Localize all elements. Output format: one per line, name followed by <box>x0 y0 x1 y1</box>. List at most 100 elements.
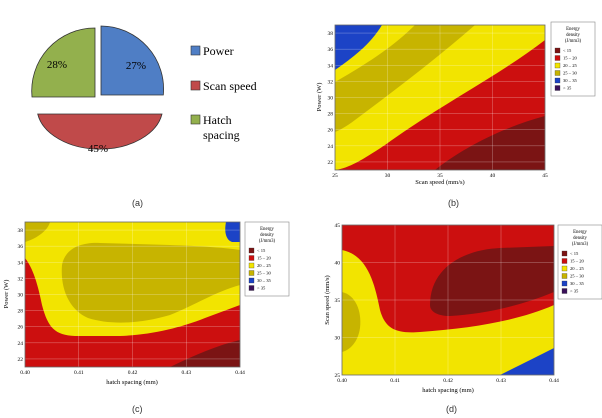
y-tick-label-b: 22 <box>328 160 334 166</box>
region-d-blue <box>500 348 554 375</box>
region-c-olive-corner <box>25 222 50 242</box>
legend-title-d: Energy <box>573 230 587 235</box>
y-tick-label-c: 30 <box>18 293 24 299</box>
caption-a: (a) <box>132 198 143 208</box>
legend-swatch-c <box>248 255 255 261</box>
y-tick-label-b: 34 <box>328 63 334 69</box>
contour-panel-b: 25 30 35 40 45 22 24 26 28 30 32 34 36 38 Scan speed … <box>316 21 596 186</box>
y-tick-label-b: 30 <box>328 96 334 102</box>
x-tick-label-d: 0.44 <box>549 378 559 384</box>
legend-swatch-d <box>561 265 568 272</box>
ticks-d: 0.40 0.41 0.42 0.43 0.44 25 30 35 40 45 <box>335 223 560 384</box>
plot-frame-d <box>341 224 555 376</box>
y-tick-label-d: 25 <box>335 373 341 379</box>
x-tick-label-b: 45 <box>542 173 548 179</box>
legend-item-c: 15 – 20 <box>257 256 271 261</box>
ticks-c: 0.40 0.41 0.42 0.43 0.44 22 24 26 28 30 32 34 36 38 <box>18 228 246 376</box>
pie-slice-power <box>100 25 164 96</box>
legend-item-c: 20 – 25 <box>257 263 271 268</box>
pie-legend-spacing: spacing <box>203 128 240 142</box>
legend-item-c: 30 – 35 <box>257 278 271 283</box>
y-tick-label-d: 45 <box>335 223 341 229</box>
legend-swatch-d <box>561 280 568 287</box>
legend-title-b: Energy <box>566 27 580 32</box>
caption-b: (b) <box>448 198 459 208</box>
x-tick-label-d: 0.41 <box>390 378 400 384</box>
legend-title-c: Energy <box>260 227 274 232</box>
legend-swatch-c <box>248 277 255 284</box>
x-tick-label-d: 0.40 <box>337 378 347 384</box>
pie-legend-swatch-hatch-spacing <box>190 114 201 125</box>
legend-item-b: 20 – 25 <box>563 63 577 68</box>
y-tick-label-b: 36 <box>328 47 334 53</box>
y-tick-label-c: 32 <box>18 276 24 282</box>
y-axis-label-c: Power (W) <box>3 280 10 309</box>
legend-title-d: density <box>573 236 587 241</box>
contour-panel-d: 0.40 0.41 0.42 0.43 0.44 25 30 35 40 45 hatch spa… <box>324 223 602 394</box>
legend-item-c: > 35 <box>257 286 266 291</box>
y-tick-label-d: 35 <box>335 298 341 304</box>
legend-item-c: < 15 <box>257 248 266 253</box>
x-tick-label-c: 0.42 <box>128 370 138 376</box>
y-tick-label-b: 26 <box>328 128 334 134</box>
legend-swatch-d <box>561 288 568 294</box>
plot-frame-c <box>24 221 241 368</box>
x-tick-label-c: 0.41 <box>74 370 84 376</box>
y-tick-label-c: 28 <box>18 309 24 315</box>
legend-item-b: > 35 <box>563 86 572 91</box>
legend-item-d: 20 – 25 <box>570 266 584 271</box>
legend-swatch-d <box>561 273 568 279</box>
y-tick-label-b: 28 <box>328 112 334 118</box>
y-tick-label-b: 32 <box>328 79 334 85</box>
region-c-dark-red <box>170 340 240 367</box>
contour-regions-d <box>342 225 554 375</box>
pie-legend-swatch-scan-speed <box>190 80 201 91</box>
x-tick-label-d: 0.43 <box>496 378 506 384</box>
y-tick-label-b: 38 <box>328 31 334 37</box>
caption-d: (d) <box>446 404 457 414</box>
y-axis-label-b: Power (W) <box>316 83 323 112</box>
pie-label-scan-speed: 45% <box>88 143 108 155</box>
legend-item-b: 30 – 35 <box>563 78 577 83</box>
pie-slice-scan-speed <box>37 113 163 150</box>
pie-label-hatch-spacing: 28% <box>47 59 67 71</box>
legend-swatch-c <box>248 285 255 291</box>
legend-item-d: 15 – 20 <box>570 259 584 264</box>
legend-item-d: > 35 <box>570 289 579 294</box>
legend-item-d: < 15 <box>570 251 579 256</box>
legend-title-b: (J/mm3) <box>565 39 582 44</box>
x-tick-label-b: 35 <box>437 173 443 179</box>
y-tick-label-d: 40 <box>335 261 341 267</box>
contour-panel-c: 0.40 0.41 0.42 0.43 0.44 22 24 26 28 30 32 34 36 38 h… <box>3 221 290 386</box>
pie-legend-swatch-power <box>190 45 201 56</box>
y-axis-label-d: Scan speed (mm/s) <box>324 275 331 324</box>
plot-frame-b <box>334 24 546 171</box>
legend-item-b: 25 – 30 <box>563 71 577 76</box>
legend-swatch-b <box>554 77 561 84</box>
region-b-blue <box>335 25 382 70</box>
pie-legend-scan-speed: Scan speed <box>203 79 257 93</box>
region-b-dark-red <box>435 116 545 170</box>
legend-swatch-b <box>554 70 561 76</box>
legend-swatch-b <box>554 85 561 91</box>
y-tick-label-c: 24 <box>18 341 24 347</box>
y-tick-label-c: 22 <box>18 357 24 363</box>
y-tick-label-c: 26 <box>18 325 24 331</box>
legend-title-c: density <box>260 233 274 238</box>
region-d-dark-red <box>430 246 554 316</box>
legend-swatch-b <box>554 62 561 69</box>
y-tick-label-b: 24 <box>328 144 334 150</box>
region-c-olive-main <box>61 242 240 323</box>
ticks-b: 25 30 35 40 45 22 24 26 28 30 32 34 36 38 <box>328 31 549 179</box>
y-tick-label-c: 34 <box>18 260 24 266</box>
region-c-blue <box>225 222 240 242</box>
legend-item-b: < 15 <box>563 48 572 53</box>
caption-c: (c) <box>132 404 143 414</box>
legend-swatch-c <box>248 262 255 269</box>
legend-title-d: (J/mm3) <box>572 242 589 247</box>
legend-swatch-b <box>554 55 561 61</box>
legend-swatch-c <box>248 270 255 276</box>
legend-item-d: 25 – 30 <box>570 274 584 279</box>
